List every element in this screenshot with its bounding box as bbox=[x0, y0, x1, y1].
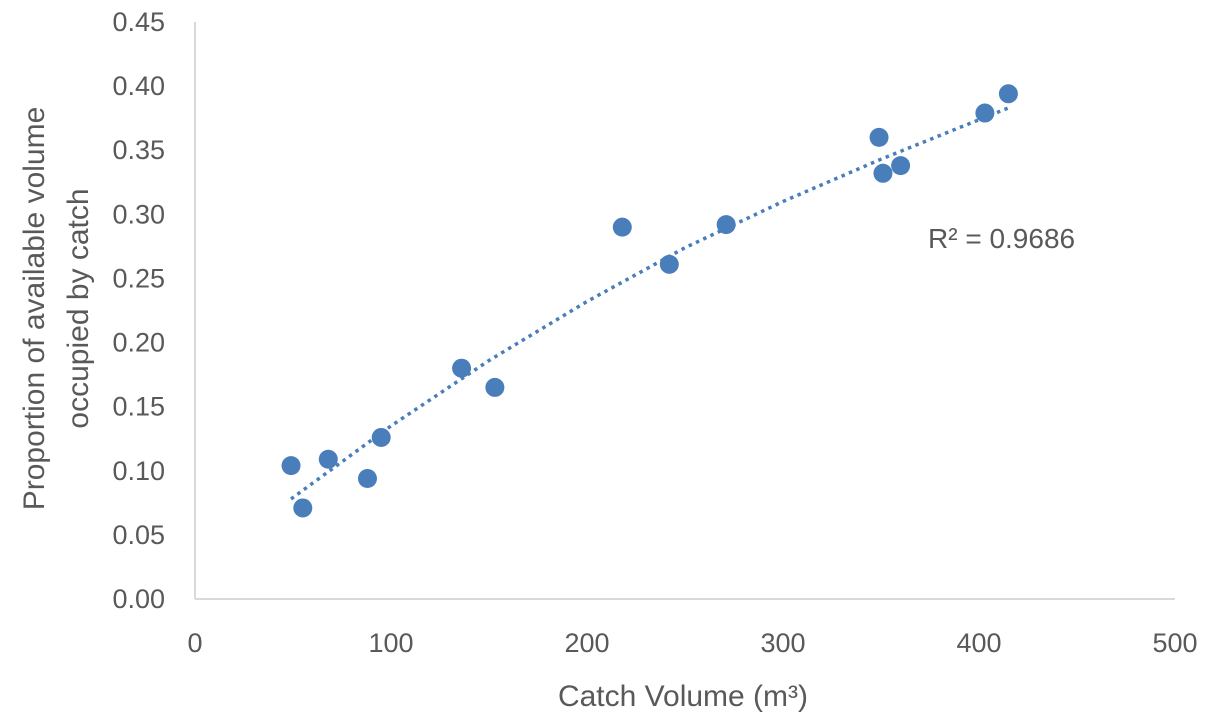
data-point bbox=[318, 449, 338, 469]
x-tick-label: 400 bbox=[956, 628, 1001, 658]
x-tick-label: 300 bbox=[760, 628, 805, 658]
trendline-layer bbox=[289, 106, 1010, 501]
y-tick-label: 0.10 bbox=[112, 456, 165, 486]
x-tick-label: 500 bbox=[1152, 628, 1197, 658]
y-tick-label: 0.00 bbox=[112, 584, 165, 614]
y-tick-label: 0.25 bbox=[112, 263, 165, 293]
y-tick-label: 0.20 bbox=[112, 328, 165, 358]
data-point bbox=[281, 456, 301, 476]
data-point bbox=[371, 427, 391, 447]
y-tick-label: 0.35 bbox=[112, 135, 165, 165]
data-point bbox=[975, 103, 995, 123]
y-tick-label: 0.30 bbox=[112, 199, 165, 229]
data-point bbox=[891, 156, 911, 176]
y-axis-title: Proportion of available volume occupied … bbox=[18, 107, 95, 511]
y-axis-title-line-2: occupied by catch bbox=[62, 188, 95, 428]
x-axis-title: Catch Volume (m³) bbox=[558, 680, 808, 713]
data-point bbox=[873, 163, 893, 183]
data-point bbox=[612, 217, 632, 237]
axes bbox=[194, 22, 1175, 600]
x-tick-labels: 0 100 200 300 400 500 bbox=[187, 628, 1197, 658]
y-axis-title-line-1: Proportion of available volume bbox=[18, 107, 51, 511]
data-points bbox=[281, 84, 1018, 518]
y-tick-label: 0.45 bbox=[112, 7, 165, 37]
data-point bbox=[659, 254, 679, 274]
data-point bbox=[293, 498, 313, 518]
data-point bbox=[357, 468, 377, 488]
data-point bbox=[869, 127, 889, 147]
y-tick-label: 0.40 bbox=[112, 71, 165, 101]
y-tick-label: 0.05 bbox=[112, 520, 165, 550]
x-tick-label: 0 bbox=[187, 628, 202, 658]
data-point bbox=[716, 215, 736, 235]
data-point bbox=[998, 84, 1018, 104]
y-tick-labels: 0.00 0.05 0.10 0.15 0.20 0.25 0.30 0.35 0.40 0.45 bbox=[112, 7, 165, 614]
r-squared-annotation: R² = 0.9686 bbox=[928, 223, 1075, 254]
x-tick-label: 200 bbox=[564, 628, 609, 658]
data-point bbox=[452, 358, 472, 378]
data-point bbox=[485, 377, 505, 397]
y-tick-label: 0.15 bbox=[112, 392, 165, 422]
trendline bbox=[289, 106, 1010, 501]
x-tick-label: 100 bbox=[368, 628, 413, 658]
